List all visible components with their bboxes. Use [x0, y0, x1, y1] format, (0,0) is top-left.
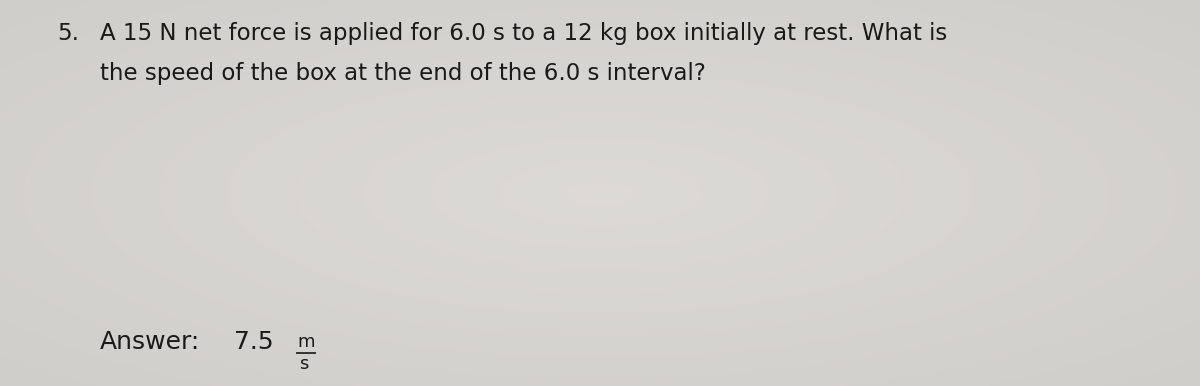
Text: s: s [299, 355, 308, 373]
Text: A 15 N net force is applied for 6.0 s to a 12 kg box initially at rest. What is: A 15 N net force is applied for 6.0 s to… [100, 22, 947, 45]
Text: 5.: 5. [58, 22, 79, 45]
Text: 7.5: 7.5 [234, 330, 274, 354]
Text: Answer:: Answer: [100, 330, 200, 354]
Text: m: m [298, 333, 316, 351]
Text: the speed of the box at the end of the 6.0 s interval?: the speed of the box at the end of the 6… [100, 62, 706, 85]
